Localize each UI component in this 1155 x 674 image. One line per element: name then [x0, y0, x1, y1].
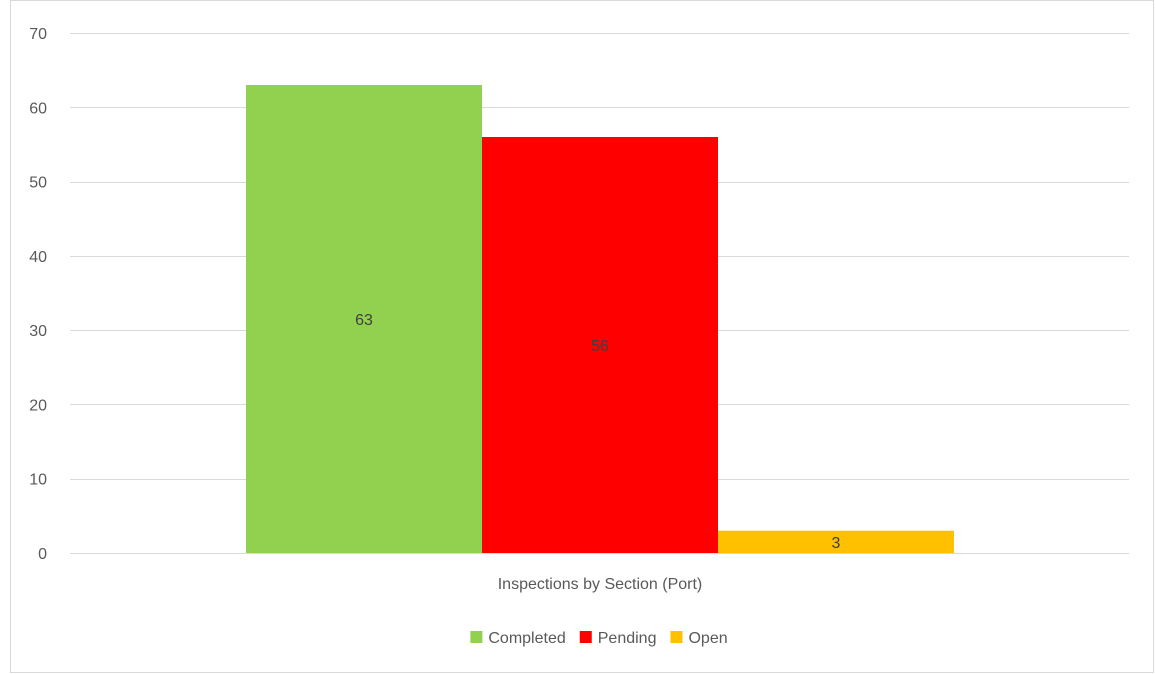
y-tick-label: 10 [29, 472, 47, 489]
legend-swatch-pending [579, 631, 592, 643]
legend: Completed Pending Open [470, 630, 728, 647]
y-tick-label: 70 [29, 26, 47, 43]
bars [246, 85, 954, 553]
y-tick-label: 30 [29, 323, 47, 340]
y-axis-ticks: 0 10 20 30 40 50 60 70 [29, 26, 47, 563]
data-labels: 63 56 3 [355, 312, 840, 552]
legend-label-pending: Pending [598, 630, 657, 647]
legend-swatch-open [670, 631, 683, 643]
data-label-pending: 56 [591, 338, 609, 355]
y-tick-label: 40 [29, 249, 47, 266]
legend-label-open: Open [688, 630, 727, 647]
data-label-open: 3 [832, 535, 841, 552]
y-tick-label: 50 [29, 175, 47, 192]
legend-swatch-completed [470, 631, 483, 643]
bar-completed [246, 85, 482, 553]
legend-label-completed: Completed [488, 630, 565, 647]
data-label-completed: 63 [355, 312, 373, 329]
bar-open [718, 530, 954, 553]
y-tick-label: 20 [29, 397, 47, 414]
x-category-label: Inspections by Section (Port) [498, 576, 703, 593]
x-axis-categories: Inspections by Section (Port) [498, 576, 703, 593]
bar-pending [482, 137, 718, 553]
y-tick-label: 0 [38, 546, 47, 563]
y-tick-label: 60 [29, 100, 47, 117]
